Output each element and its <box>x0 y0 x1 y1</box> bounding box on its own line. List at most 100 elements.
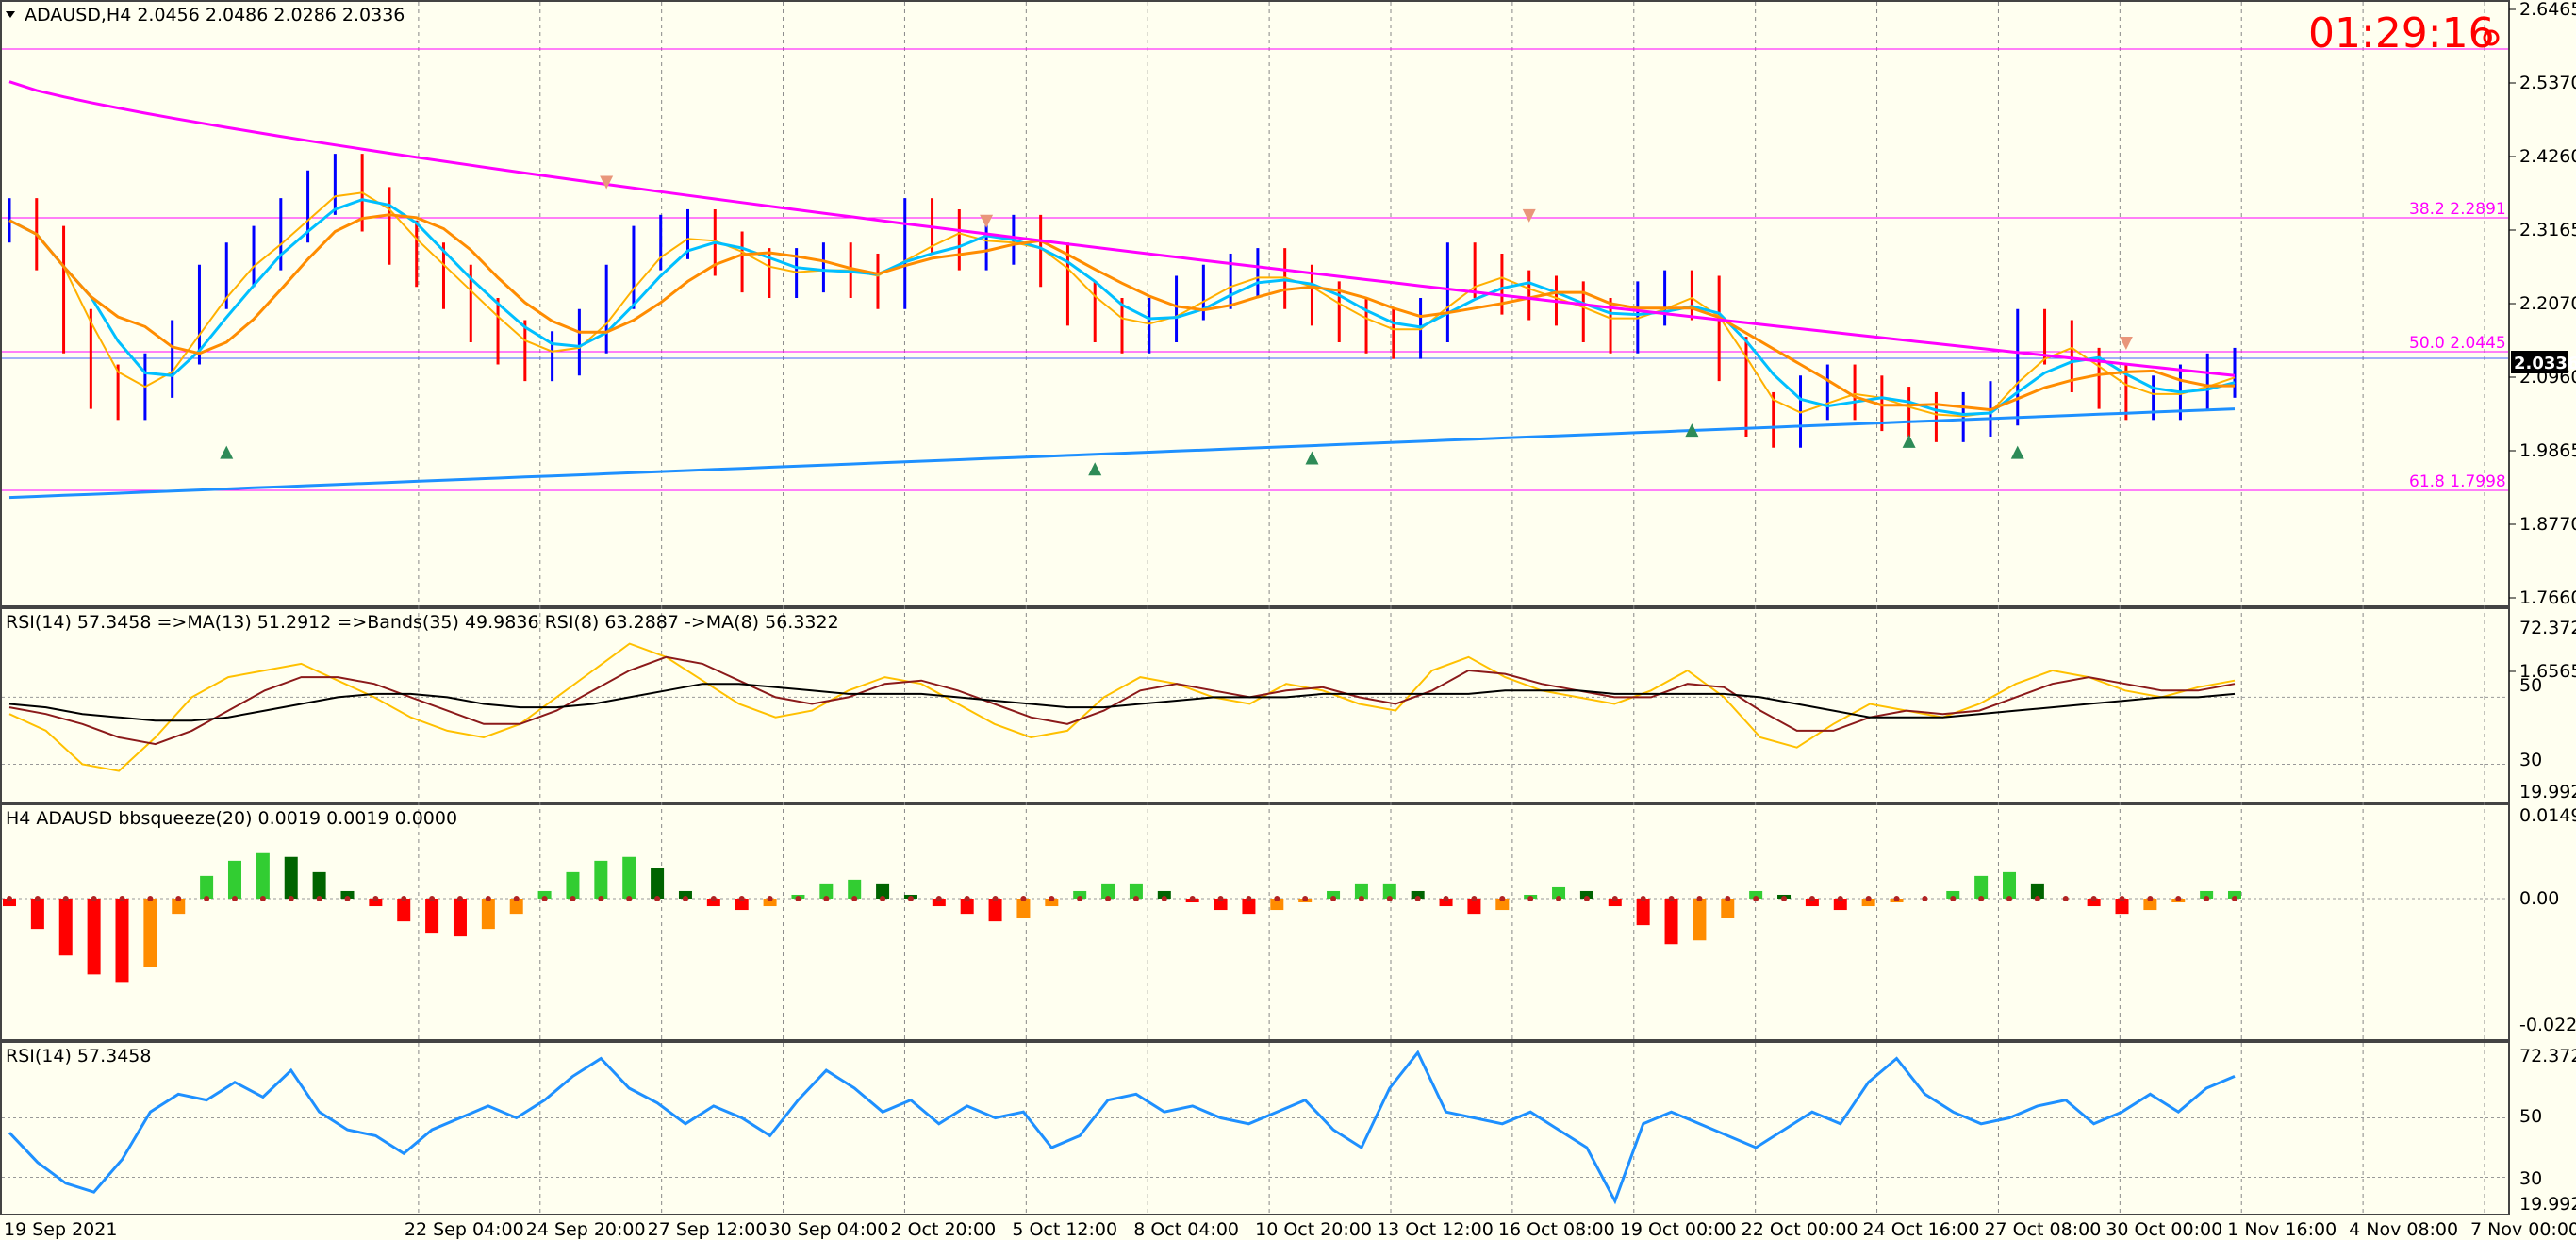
squeeze-dot <box>2006 896 2013 901</box>
rsi-tick-label: 19.9929 <box>2519 782 2576 802</box>
squeeze-tick-label: -0.0224 <box>2519 1015 2576 1035</box>
squeeze-dot <box>1386 896 1393 901</box>
bbsqueeze-panel[interactable] <box>0 803 2510 1041</box>
ma-line-slow <box>8 80 2236 377</box>
squeeze-dot <box>1893 896 1900 901</box>
squeeze-dot <box>1471 896 1478 901</box>
time-tick-label: 19 Oct 00:00 <box>1620 1219 1737 1240</box>
price-tick-label: 2.2070 <box>2519 293 2576 314</box>
squeeze-dot <box>1161 896 1167 901</box>
price-tick-label: 2.6465 <box>2519 0 2576 20</box>
sell-arrow-icon <box>2119 337 2133 351</box>
squeeze-dot <box>1358 896 1364 901</box>
symbol-ohlc-label: ADAUSD,H4 2.0456 2.0486 2.0286 2.0336 <box>25 5 405 25</box>
price-tick-label: 1.9865 <box>2519 440 2576 461</box>
fib-label: 61.8 1.7998 <box>2409 472 2506 491</box>
squeeze-dot <box>2090 896 2097 901</box>
time-tick-label: 27 Oct 08:00 <box>1984 1219 2101 1240</box>
buy-arrow-icon <box>220 445 234 459</box>
squeeze-dot <box>964 896 970 901</box>
ma-line-mid <box>8 213 2235 412</box>
current-price-marker <box>2511 351 2568 373</box>
squeeze-dot <box>316 896 322 901</box>
squeeze-dot <box>1583 896 1590 901</box>
buy-arrow-icon <box>1902 434 1916 448</box>
squeeze-dot <box>823 896 830 901</box>
squeeze-dot <box>2204 896 2210 901</box>
price-tick-label: 2.5370 <box>2519 73 2576 93</box>
squeeze-dot <box>485 896 491 901</box>
squeeze-dot <box>654 896 661 901</box>
fib-label: 38.2 2.2891 <box>2409 200 2506 219</box>
squeeze-dot <box>1274 896 1280 901</box>
time-tick-label: 5 Oct 12:00 <box>1012 1219 1117 1240</box>
rsi8-line <box>8 642 2236 772</box>
squeeze-dot <box>1105 896 1112 901</box>
moving-averages <box>8 80 2236 500</box>
rsi-bands-panel[interactable] <box>0 607 2510 803</box>
price-tick-label: 2.3165 <box>2519 220 2576 240</box>
squeeze-dot <box>1217 896 1224 901</box>
squeeze-dot <box>1668 896 1675 901</box>
price-panel[interactable] <box>0 0 2510 607</box>
squeeze-dot <box>1556 896 1562 901</box>
squeeze-dot <box>1414 896 1421 901</box>
squeeze-dot <box>1640 896 1646 901</box>
squeeze-dot <box>541 896 548 901</box>
rsi-tick-label: 72.3727 <box>2519 618 2576 638</box>
squeeze-dot <box>2062 896 2069 901</box>
rsi2-tick-label: 19.9929 <box>2519 1194 2576 1215</box>
ma-line-long <box>8 407 2236 500</box>
squeeze-dot <box>2147 896 2154 901</box>
axes: 19 Sep 2021 22 Sep 04:00 24 Sep 20:00 27 Se… <box>4 0 2576 1240</box>
price-bars <box>8 154 2237 448</box>
time-tick-label: 22 Sep 04:00 <box>405 1219 524 1240</box>
time-tick-label: 22 Oct 00:00 <box>1742 1219 1858 1240</box>
squeeze-dot <box>1189 896 1196 901</box>
squeeze-dot <box>91 896 97 901</box>
squeeze-dot <box>1781 896 1788 901</box>
time-tick-label: 27 Sep 12:00 <box>648 1219 768 1240</box>
squeeze-dot <box>767 896 773 901</box>
squeeze-dot <box>288 896 294 901</box>
alarm-icon <box>2483 29 2500 46</box>
sell-arrow-icon <box>980 214 994 228</box>
rsi2-tick-label: 72.3727 <box>2519 1046 2576 1066</box>
time-tick-label: 1 Nov 16:00 <box>2227 1219 2337 1240</box>
rsi14-line <box>8 1050 2236 1205</box>
squeeze-dot <box>344 896 351 901</box>
rsi-line <box>2 1050 2508 1205</box>
chart-menu-icon[interactable] <box>6 11 15 18</box>
squeeze-dot <box>372 896 379 901</box>
rsi-tick-label: 30 <box>2519 750 2542 770</box>
buy-arrow-icon <box>2010 445 2024 459</box>
rsi-panel[interactable] <box>0 1041 2510 1215</box>
squeeze-dot <box>7 896 12 901</box>
squeeze-dot <box>682 896 688 901</box>
time-tick-label: 16 Oct 08:00 <box>1498 1219 1615 1240</box>
signal-arrows <box>220 175 2133 476</box>
rsi-legend: RSI(14) 57.3458 <box>6 1046 151 1066</box>
squeeze-dot <box>2232 896 2237 901</box>
squeeze-dot <box>204 896 210 901</box>
squeeze-dot <box>570 896 576 901</box>
buy-arrow-icon <box>1305 451 1319 465</box>
bbsqueeze-histogram <box>2 852 2508 983</box>
squeeze-dot <box>1865 896 1872 901</box>
squeeze-dot <box>456 896 463 901</box>
squeeze-dot <box>738 896 745 901</box>
squeeze-dot <box>1808 896 1815 901</box>
squeeze-dot <box>1132 896 1139 901</box>
vertical-gridlines <box>418 2 2485 1214</box>
squeeze-dot <box>1443 896 1449 901</box>
squeeze-dot <box>1020 896 1027 901</box>
squeeze-dot <box>513 896 520 901</box>
time-tick-label: 4 Nov 08:00 <box>2349 1219 2458 1240</box>
squeeze-tick-label: 0.00 <box>2519 888 2559 909</box>
squeeze-dot <box>1330 896 1337 901</box>
squeeze-dot <box>1302 896 1309 901</box>
squeeze-dot <box>598 896 604 901</box>
squeeze-dot <box>1527 896 1534 901</box>
squeeze-dot <box>880 896 886 901</box>
